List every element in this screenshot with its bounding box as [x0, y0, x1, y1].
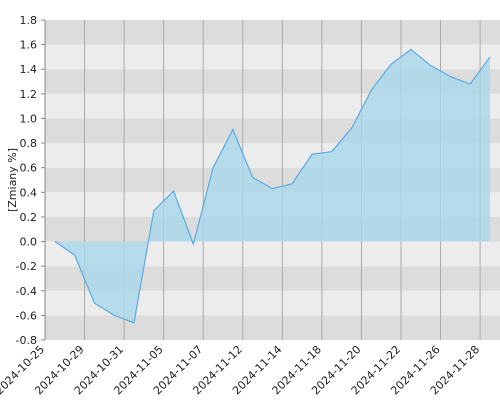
y-tick-label: 1.8	[20, 14, 38, 27]
y-tick-label: 0.2	[20, 211, 38, 224]
line	[54, 48, 491, 324]
y-tick-label: -0.2	[16, 260, 37, 273]
y-tick-label: 0.0	[20, 236, 38, 249]
y-tick-label: 1.0	[20, 112, 38, 125]
y-tick-label: -0.8	[16, 334, 37, 347]
y-tick-label: -0.4	[16, 285, 37, 298]
y-tick-label: 0.8	[20, 137, 38, 150]
y-tick-label: 1.4	[20, 63, 38, 76]
area	[54, 49, 491, 323]
y-tick-label: -0.6	[16, 309, 37, 322]
grid-band	[45, 315, 500, 340]
y-axis-label: [Zmiany %]	[6, 148, 19, 212]
y-tick-label: 1.2	[20, 88, 38, 101]
y-tick-label: 0.6	[20, 162, 38, 175]
y-tick-label: 0.4	[20, 186, 38, 199]
grid-band	[45, 20, 500, 45]
y-tick-label: 1.6	[20, 39, 38, 52]
